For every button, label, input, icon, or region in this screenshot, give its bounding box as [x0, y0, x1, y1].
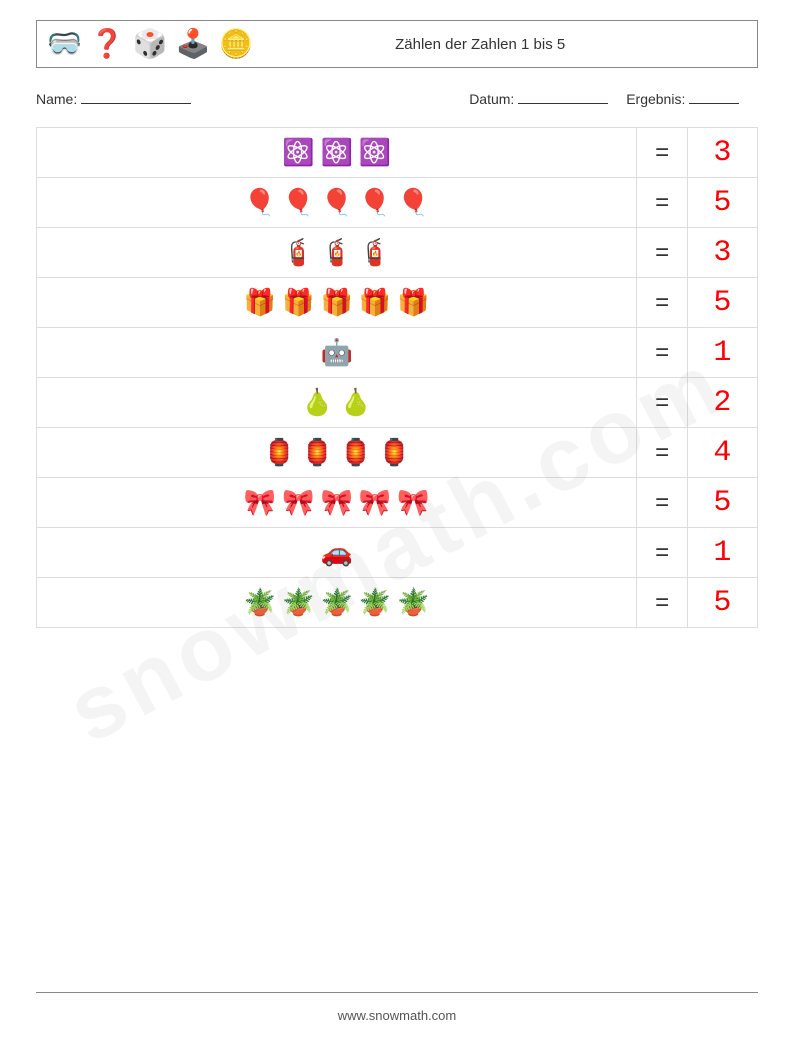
- lantern-icon: 🏮: [378, 439, 410, 465]
- equals-cell: =: [637, 228, 687, 278]
- equals-cell: =: [637, 578, 687, 628]
- counting-table: ⚛️⚛️⚛️=3🎈🎈🎈🎈🎈=5🧯🧯🧯=3🎁🎁🎁🎁🎁=5🤖=1🍐🍐=2🏮🏮🏮🏮=4…: [36, 127, 758, 628]
- robot-icon: 🤖: [321, 339, 353, 365]
- counting-table-body: ⚛️⚛️⚛️=3🎈🎈🎈🎈🎈=5🧯🧯🧯=3🎁🎁🎁🎁🎁=5🤖=1🍐🍐=2🏮🏮🏮🏮=4…: [37, 128, 758, 628]
- car-icon: 🚗: [321, 539, 353, 565]
- table-row: ⚛️⚛️⚛️=3: [37, 128, 758, 178]
- name-blank[interactable]: [81, 90, 191, 104]
- table-row: 🎀🎀🎀🎀🎀=5: [37, 478, 758, 528]
- answer-cell: 5: [687, 178, 757, 228]
- answer-cell: 3: [687, 228, 757, 278]
- icons-cell: 🤖: [37, 328, 637, 378]
- question-block-icon: ❓: [90, 30, 125, 58]
- fire-extinguisher-icon: 🧯: [359, 239, 391, 265]
- result-blank[interactable]: [689, 90, 739, 104]
- date-blank[interactable]: [518, 90, 608, 104]
- potted-plant-icon: 🪴: [397, 589, 429, 615]
- bowtie-icon: 🎀: [397, 489, 429, 515]
- table-row: 🧯🧯🧯=3: [37, 228, 758, 278]
- equals-cell: =: [637, 528, 687, 578]
- lantern-icon: 🏮: [301, 439, 333, 465]
- balloon-icon: 🎈: [359, 189, 391, 215]
- dice-icon: 🎲: [133, 30, 168, 58]
- icons-cell: ⚛️⚛️⚛️: [37, 128, 637, 178]
- gift-icon: 🎁: [397, 289, 429, 315]
- gift-icon: 🎁: [359, 289, 391, 315]
- gift-icon: 🎁: [282, 289, 314, 315]
- footer-url: www.snowmath.com: [0, 1008, 794, 1023]
- gift-icon: 🎁: [321, 289, 353, 315]
- table-row: 🤖 =1: [37, 328, 758, 378]
- icons-cell: 🏮🏮🏮🏮: [37, 428, 637, 478]
- coin-icon: 🪙: [219, 30, 254, 58]
- answer-cell: 3: [687, 128, 757, 178]
- gift-icon: 🎁: [244, 289, 276, 315]
- answer-cell: 4: [687, 428, 757, 478]
- table-row: 🎁🎁🎁🎁🎁=5: [37, 278, 758, 328]
- bowtie-icon: 🎀: [282, 489, 314, 515]
- worksheet-title: Zählen der Zahlen 1 bis 5: [253, 36, 747, 53]
- table-row: 🏮🏮🏮🏮=4: [37, 428, 758, 478]
- icons-cell: 🚗: [37, 528, 637, 578]
- potted-plant-icon: 🪴: [321, 589, 353, 615]
- icons-cell: 🧯🧯🧯: [37, 228, 637, 278]
- balloon-icon: 🎈: [244, 189, 276, 215]
- name-label: Name:: [36, 91, 77, 107]
- balloon-icon: 🎈: [397, 189, 429, 215]
- equals-cell: =: [637, 428, 687, 478]
- table-row: 🚗 =1: [37, 528, 758, 578]
- header-box: 🥽 ❓ 🎲 🕹️ 🪙 Zählen der Zahlen 1 bis 5: [36, 20, 758, 68]
- icons-cell: 🎀🎀🎀🎀🎀: [37, 478, 637, 528]
- header-icon-row: 🥽 ❓ 🎲 🕹️ 🪙: [47, 30, 253, 58]
- icons-cell: 🍐🍐: [37, 378, 637, 428]
- answer-cell: 5: [687, 478, 757, 528]
- molecule-icon: ⚛️: [359, 139, 391, 165]
- molecule-icon: ⚛️: [282, 139, 314, 165]
- icons-cell: 🎈🎈🎈🎈🎈: [37, 178, 637, 228]
- result-label: Ergebnis:: [626, 91, 685, 107]
- answer-cell: 1: [687, 528, 757, 578]
- potted-plant-icon: 🪴: [244, 589, 276, 615]
- pear-icon: 🍐: [301, 389, 333, 415]
- table-row: 🪴🪴🪴🪴🪴=5: [37, 578, 758, 628]
- answer-cell: 2: [687, 378, 757, 428]
- bowtie-icon: 🎀: [321, 489, 353, 515]
- answer-cell: 5: [687, 578, 757, 628]
- potted-plant-icon: 🪴: [282, 589, 314, 615]
- answer-cell: 5: [687, 278, 757, 328]
- footer-divider: [36, 992, 758, 993]
- table-row: 🍐🍐=2: [37, 378, 758, 428]
- fire-extinguisher-icon: 🧯: [321, 239, 353, 265]
- balloon-icon: 🎈: [321, 189, 353, 215]
- lantern-icon: 🏮: [263, 439, 295, 465]
- equals-cell: =: [637, 278, 687, 328]
- table-row: 🎈🎈🎈🎈🎈=5: [37, 178, 758, 228]
- fire-extinguisher-icon: 🧯: [282, 239, 314, 265]
- equals-cell: =: [637, 378, 687, 428]
- answer-cell: 1: [687, 328, 757, 378]
- equals-cell: =: [637, 478, 687, 528]
- equals-cell: =: [637, 128, 687, 178]
- potted-plant-icon: 🪴: [359, 589, 391, 615]
- equals-cell: =: [637, 178, 687, 228]
- meta-row: Name: Datum: Ergebnis:: [36, 90, 758, 107]
- icons-cell: 🎁🎁🎁🎁🎁: [37, 278, 637, 328]
- vr-headset-icon: 🥽: [47, 30, 82, 58]
- date-label: Datum:: [469, 91, 514, 107]
- balloon-icon: 🎈: [282, 189, 314, 215]
- pear-icon: 🍐: [340, 389, 372, 415]
- lantern-icon: 🏮: [340, 439, 372, 465]
- joystick-icon: 🕹️: [176, 30, 211, 58]
- bowtie-icon: 🎀: [244, 489, 276, 515]
- molecule-icon: ⚛️: [321, 139, 353, 165]
- bowtie-icon: 🎀: [359, 489, 391, 515]
- equals-cell: =: [637, 328, 687, 378]
- icons-cell: 🪴🪴🪴🪴🪴: [37, 578, 637, 628]
